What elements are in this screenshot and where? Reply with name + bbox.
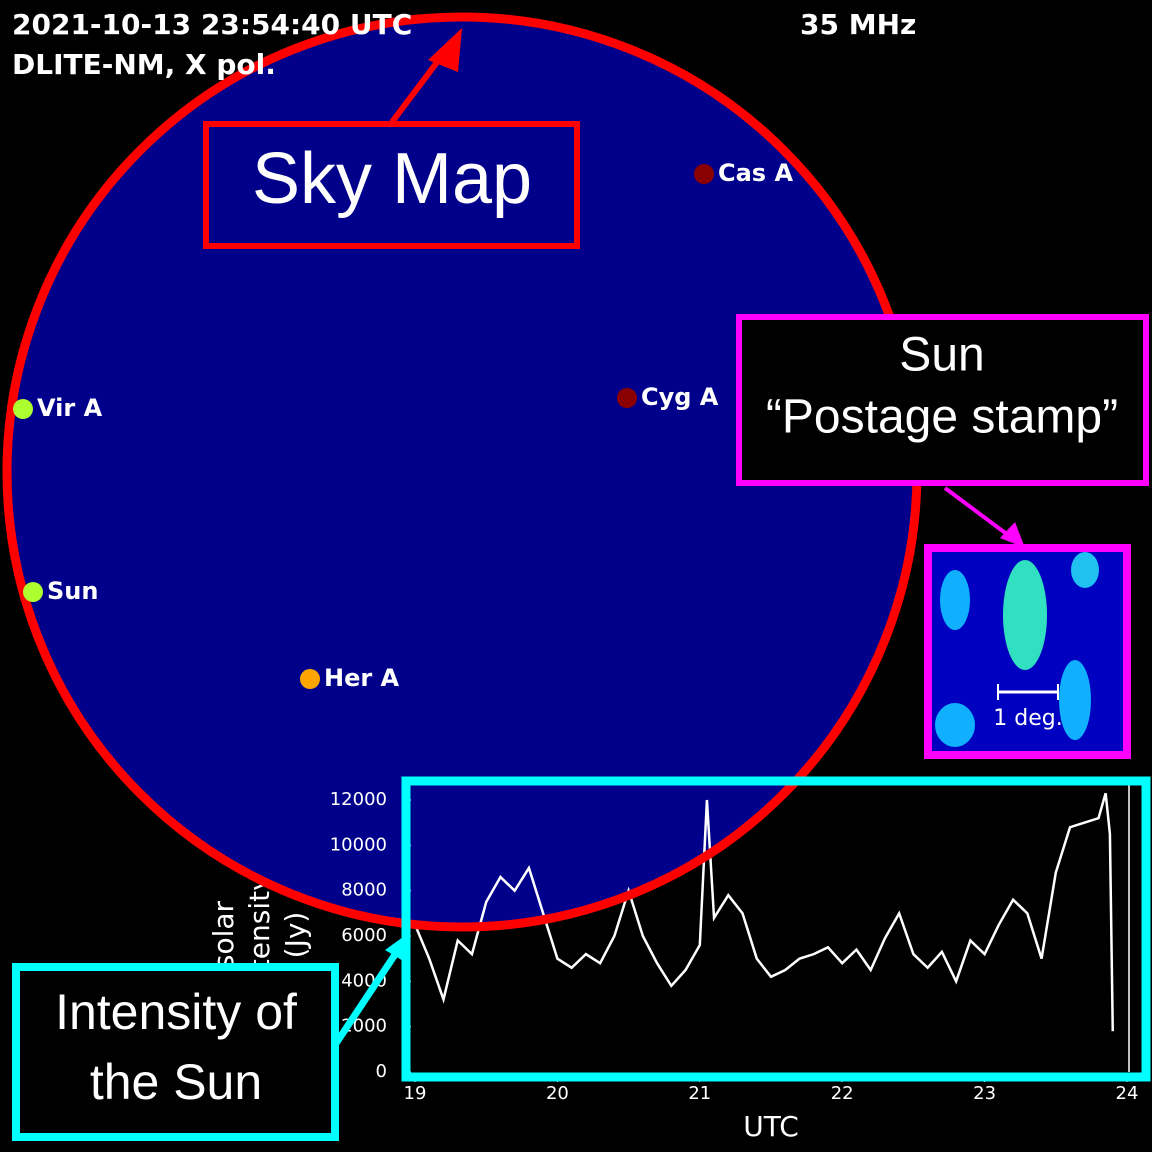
annotation-box [736,314,1149,486]
arrow [332,948,401,1047]
arrow [943,486,1014,540]
stamp-blob [1059,660,1091,740]
timestamp: 2021-10-13 23:54:40 UTC [12,8,412,41]
y-tick-label: 10000 [330,834,387,855]
intensity-line [413,792,1115,1032]
x-tick-label: 23 [973,1083,996,1104]
station: DLITE-NM, X pol. [12,48,276,81]
source-marker [617,388,637,408]
annotation-box [401,776,1151,1082]
x-tick-label: 24 [1116,1083,1139,1104]
annotation-box [203,121,580,249]
x-tick-label: 19 [404,1083,427,1104]
annotation: Sun [899,329,984,382]
x-axis-label: UTC [743,1110,799,1143]
stamp-blob [940,570,970,630]
source-marker [300,669,320,689]
stamp-blob [1071,552,1099,588]
annotation: Intensity of [55,984,297,1040]
source-marker [13,399,33,419]
arrow-head [385,932,410,962]
scale-label: 1 deg. [993,706,1062,731]
frequency: 35 MHz [800,8,916,41]
x-tick-label: 22 [831,1083,854,1104]
stamp-frame [924,544,1131,759]
arrow-head [428,28,462,72]
annotation-box [12,963,339,1141]
annotation: Sky Map [252,139,532,219]
x-tick-label: 20 [546,1083,569,1104]
source-marker [694,164,714,184]
source-label: Cas A [718,159,793,187]
stamp-blob [935,703,975,747]
source-label: Vir A [37,394,103,422]
source-label: Her A [324,664,400,692]
postage-stamp: 1 deg. [924,544,1131,759]
arrow-head [1000,522,1025,548]
source-marker [23,582,43,602]
y-axis-label: solar [207,900,240,969]
annotation: the Sun [90,1054,262,1110]
y-tick-label: 0 [376,1061,387,1082]
source-label: Cyg A [641,383,719,411]
annotation: “Postage stamp” [766,391,1118,444]
y-tick-label: 8000 [341,880,387,901]
stamp-blob [1003,560,1047,670]
y-axis-label: (Jy) [279,912,312,959]
x-tick-label: 21 [688,1083,711,1104]
y-tick-label: 12000 [330,789,387,810]
source-label: Sun [47,577,98,605]
y-tick-label: 6000 [341,925,387,946]
